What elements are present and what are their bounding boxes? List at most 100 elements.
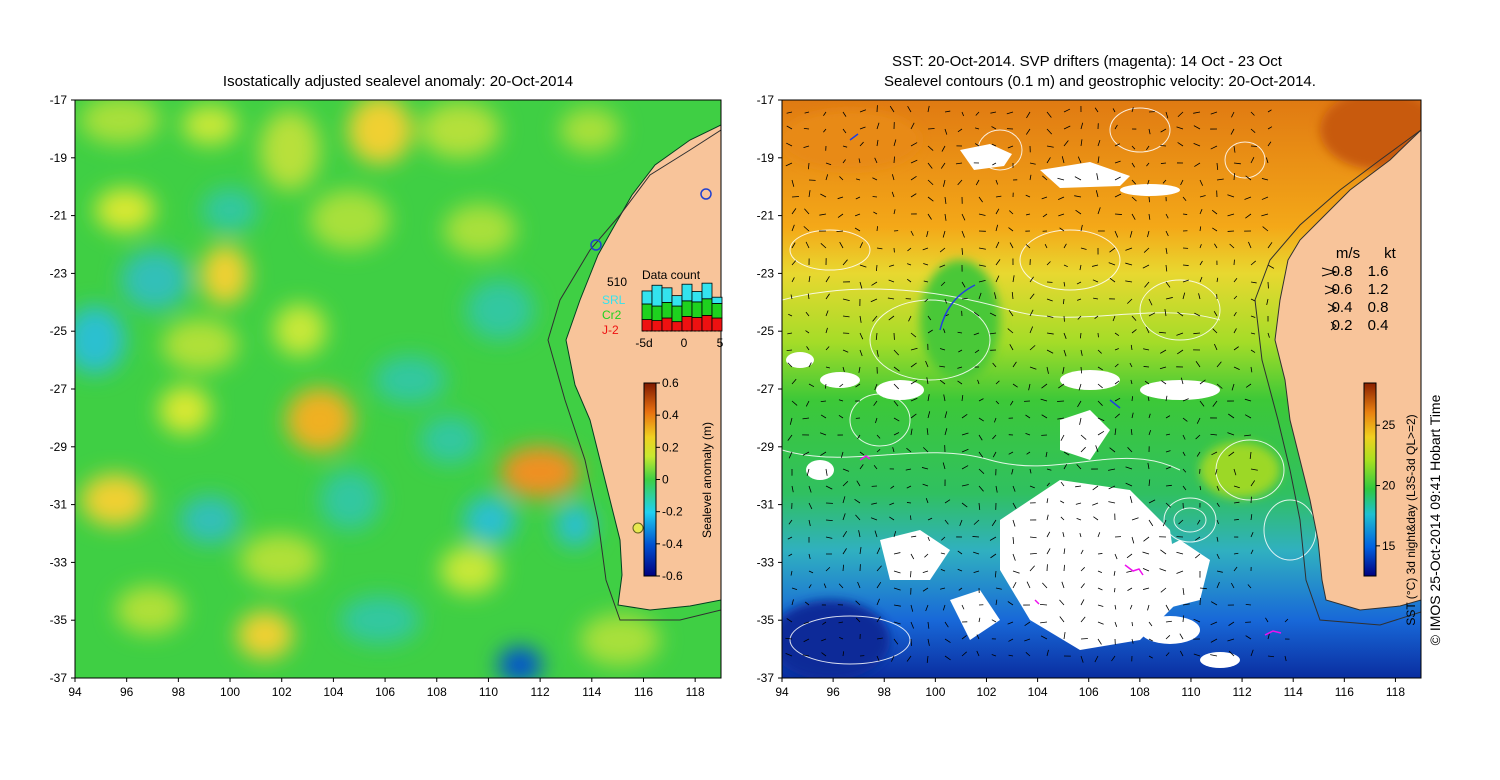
velocity-arrow: [1060, 500, 1065, 504]
velocity-arrow: [787, 332, 793, 335]
velocity-arrow: [1108, 501, 1116, 504]
velocity-arrow: [825, 566, 831, 572]
velocity-arrow: [1182, 615, 1185, 623]
velocity-arrow: [825, 174, 829, 181]
velocity-arrow: [1267, 109, 1272, 113]
velocity-arrow: [942, 179, 946, 187]
velocity-arrow: [905, 468, 912, 471]
velocity-arrow: [808, 383, 815, 388]
velocity-arrow: [791, 599, 794, 606]
velocity-arrow: [842, 548, 847, 555]
velocity-arrow: [1061, 581, 1065, 589]
velocity-arrow: [1216, 553, 1220, 560]
velocity-arrow: [1211, 209, 1218, 215]
velocity-arrow: [1092, 264, 1099, 267]
velocity-arrow: [975, 179, 980, 186]
velocity-arrow: [1142, 264, 1150, 269]
velocity-arrow: [1040, 635, 1048, 640]
velocity-arrow: [1063, 281, 1066, 287]
velocity-arrow: [1114, 604, 1117, 610]
velocity-arrow: [842, 128, 847, 134]
velocity-arrow: [992, 451, 997, 458]
velocity-arrow: [992, 362, 997, 368]
velocity-arrow: [1147, 604, 1150, 611]
velocity-arrow: [825, 293, 830, 300]
velocity-arrow: [873, 211, 878, 215]
velocity-arrow: [855, 196, 861, 200]
velocity-arrow: [1143, 348, 1150, 351]
velocity-arrow: [1025, 128, 1031, 135]
velocity-arrow: [995, 400, 1000, 405]
velocity-arrow: [1177, 111, 1184, 118]
velocity-arrow: [978, 468, 985, 474]
velocity-arrow: [1029, 468, 1032, 474]
velocity-arrow: [1147, 462, 1150, 470]
velocity-arrow: [1165, 484, 1172, 487]
velocity-arrow: [1250, 128, 1256, 133]
lon-tick-label: 118: [686, 685, 705, 699]
velocity-arrow: [1147, 179, 1150, 185]
velocity-arrow: [910, 122, 915, 130]
velocity-arrow: [1046, 111, 1052, 118]
velocity-arrow: [1057, 417, 1065, 420]
data-count-inset: Data count 510 SRL Cr2 J-2 -5d 0 5: [602, 268, 724, 350]
velocity-arrow: [944, 428, 948, 436]
lat-tick-label: -35: [757, 613, 775, 627]
velocity-arrow: [1160, 162, 1167, 164]
velocity-arrow: [1199, 226, 1202, 232]
velocity-arrow: [978, 247, 986, 250]
velocity-arrow: [825, 310, 829, 317]
velocity-arrow: [993, 292, 997, 300]
velocity-arrow: [939, 348, 946, 351]
velocity-arrow: [1266, 298, 1269, 305]
lat-tick-label: -17: [50, 93, 68, 107]
velocity-arrow: [893, 638, 899, 645]
velocity-arrow: [910, 159, 918, 164]
velocity-arrow: [838, 621, 844, 624]
velocity-arrow: [1125, 466, 1133, 470]
velocity-arrow: [1160, 128, 1167, 133]
velocity-arrow: [925, 498, 929, 504]
velocity-arrow: [839, 241, 844, 249]
velocity-legend-kt: 1.6: [1368, 263, 1389, 280]
lat-tick-label: -31: [50, 498, 68, 512]
velocity-arrow: [1114, 363, 1119, 368]
velocity-arrow: [1080, 247, 1087, 250]
velocity-arrow: [1199, 400, 1205, 407]
lon-tick-label: 100: [925, 685, 945, 699]
velocity-legend-ms: 0.6: [1332, 281, 1353, 298]
velocity-arrow: [876, 581, 882, 589]
velocity-arrow: [1012, 361, 1017, 368]
velocity-arrow: [785, 653, 793, 657]
velocity-arrow: [842, 366, 845, 372]
velocity-arrow: [1131, 196, 1137, 202]
velocity-arrow: [873, 400, 878, 406]
velocity-arrow: [943, 328, 946, 334]
velocity-arrow: [926, 377, 929, 385]
velocity-arrow: [1267, 332, 1270, 338]
velocity-arrow: [1076, 464, 1082, 470]
velocity-arrow: [893, 552, 901, 555]
data-count-bar-j2: [671, 321, 683, 332]
bathymetry-contour-right: [1254, 129, 1421, 626]
velocity-arrow: [1229, 243, 1235, 249]
velocity-arrow: [1212, 227, 1218, 232]
velocity-arrow: [1109, 247, 1116, 253]
velocity-arrow: [859, 141, 864, 147]
velocity-arrow: [944, 411, 948, 419]
velocity-arrow: [786, 111, 793, 114]
velocity-arrow: [1063, 264, 1068, 268]
velocity-arrow: [876, 565, 882, 572]
data-count-bar-j2: [691, 317, 703, 332]
velocity-arrow: [1193, 125, 1201, 130]
velocity-arrow: [805, 241, 810, 249]
velocity-arrow: [1160, 145, 1167, 147]
velocity-arrow: [1179, 650, 1184, 657]
velocity-arrow: [957, 568, 963, 572]
velocity-arrow: [1179, 633, 1184, 640]
velocity-arrow: [1062, 366, 1065, 374]
velocity-arrow: [1210, 433, 1218, 436]
velocity-arrow: [876, 247, 883, 250]
velocity-arrow: [978, 213, 986, 216]
velocity-arrow: [805, 311, 810, 317]
